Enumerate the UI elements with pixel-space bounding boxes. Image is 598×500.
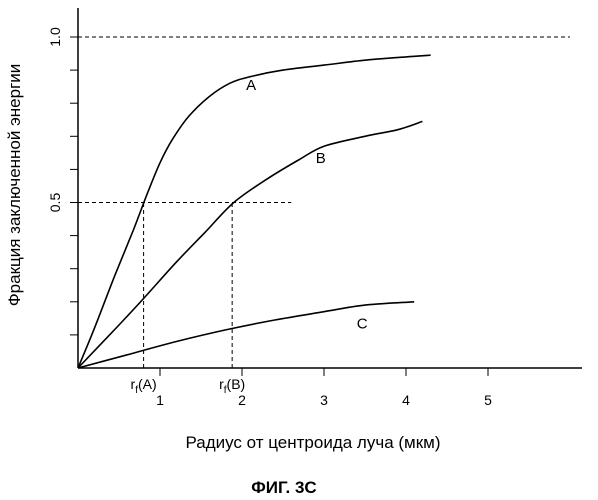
x-tick-label: 4 [402, 392, 410, 408]
series-label-a: A [246, 77, 256, 94]
y-tick-label: 1.0 [47, 27, 63, 47]
reference-lines [78, 37, 570, 368]
axes [78, 8, 582, 368]
x-tick-label: 1 [156, 392, 164, 408]
y-axis-label: Фракция заключенной энергии [5, 64, 24, 307]
x-tick-label: 5 [484, 392, 492, 408]
series-line-b [78, 121, 422, 368]
x-tick-label: 3 [320, 392, 328, 408]
series: A B C [78, 55, 431, 368]
y-tick-label: 0.5 [47, 193, 63, 213]
series-label-b: B [316, 150, 326, 167]
rf-annotation-0: rf(A) [131, 376, 157, 396]
series-line-c [78, 302, 414, 368]
annotations: rf(A)rf(B) [131, 376, 246, 396]
series-line-a [78, 55, 431, 368]
figure-caption: ФИГ. 3С [251, 478, 316, 497]
ticks: 1 2 3 4 5 0.5 1.0 [47, 27, 492, 408]
x-tick-label: 2 [238, 392, 246, 408]
x-axis-label: Радиус от центроида луча (мкм) [185, 433, 440, 452]
series-label-c: C [357, 315, 368, 332]
